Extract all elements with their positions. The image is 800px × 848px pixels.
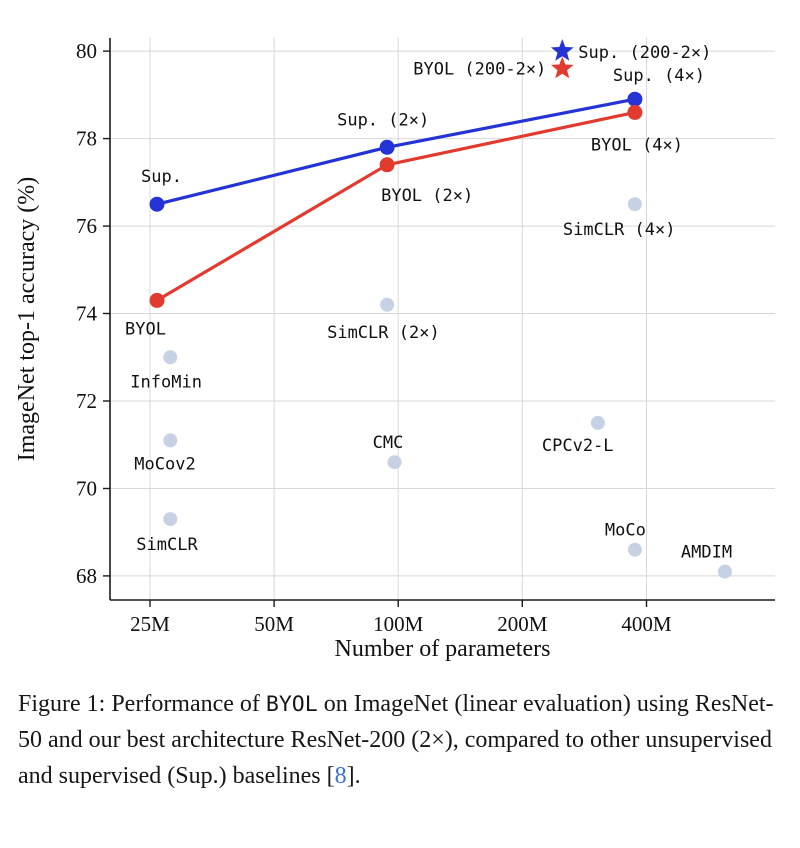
label-mocov2: MoCov2 (134, 454, 195, 474)
label-sup-200-2: Sup. (200-2×) (578, 43, 711, 63)
star-sup-200-2 (550, 39, 574, 61)
citation-bracket-open: [ (326, 763, 335, 789)
label-infomin: InfoMin (130, 372, 202, 392)
label-byol-4: BYOL (4×) (591, 135, 683, 155)
point-simclr (163, 512, 178, 527)
label-simclr: SimCLR (136, 535, 198, 555)
label-simclr-4: SimCLR (4×) (563, 220, 676, 240)
figure-page: 25M 50M 100M 200M 400M 68 70 72 74 76 78 80 InfoMin M… (14, 38, 782, 794)
y-tick-label-78: 78 (76, 127, 97, 151)
label-moco: MoCo (605, 521, 646, 541)
x-tick-label-100m: 100M (373, 612, 424, 636)
byol-performance-chart: 25M 50M 100M 200M 400M 68 70 72 74 76 78 80 InfoMin M… (14, 38, 775, 662)
y-tick-label-72: 72 (76, 389, 97, 413)
caption-period: . (354, 763, 361, 789)
point-sup (149, 196, 165, 212)
x-tick-label-50m: 50M (254, 612, 294, 636)
x-tick-label-25m: 25M (130, 612, 170, 636)
citation-bracket-close: ] (346, 763, 355, 789)
point-byol-4 (627, 104, 643, 120)
point-moco (627, 542, 642, 557)
point-amdim (717, 564, 732, 579)
point-sup-4 (627, 91, 643, 107)
point-byol-2 (379, 157, 395, 173)
label-byol-2: BYOL (2×) (381, 186, 473, 206)
point-cmc (387, 455, 402, 470)
label-cpcv2-l: CPCv2-L (542, 436, 614, 456)
point-infomin (163, 350, 178, 365)
y-tick-label-80: 80 (76, 39, 97, 63)
label-amdim: AMDIM (681, 543, 732, 563)
label-byol-200-2: BYOL (200-2×) (413, 60, 546, 80)
x-axis-label: Number of parameters (335, 636, 551, 662)
label-sup-4: Sup. (4×) (613, 66, 705, 86)
point-mocov2 (163, 433, 178, 448)
y-tick-label-70: 70 (76, 477, 97, 501)
point-cpcv2-l (590, 415, 605, 430)
caption-text-1: Figure 1: Performance of (18, 691, 266, 717)
x-tick-label-400m: 400M (621, 612, 672, 636)
label-simclr-2: SimCLR (2×) (327, 323, 440, 343)
chart-container: 25M 50M 100M 200M 400M 68 70 72 74 76 78 80 InfoMin M… (14, 38, 775, 662)
label-sup-2: Sup. (2×) (337, 110, 429, 130)
point-sup-2 (379, 139, 395, 155)
y-tick-label-68: 68 (76, 564, 97, 588)
label-sup: Sup. (141, 167, 182, 187)
y-tick-label-74: 74 (76, 302, 98, 326)
point-byol (149, 292, 165, 308)
caption-text-2: on ImageNet (linear evaluation) using Re… (18, 691, 774, 789)
line-byol (155, 110, 637, 302)
star-byol-200-2 (550, 56, 574, 79)
figure-caption: Figure 1: Performance of BYOL on ImageNe… (18, 686, 782, 794)
y-tick-label-76: 76 (76, 214, 97, 238)
y-axis-label: ImageNet top-1 accuracy (%) (14, 177, 40, 462)
citation-link[interactable]: 8 (334, 763, 347, 789)
point-simclr-2 (380, 297, 395, 312)
point-simclr-4 (627, 197, 642, 212)
label-byol: BYOL (125, 319, 166, 339)
label-cmc: CMC (373, 433, 404, 453)
caption-code-byol: BYOL (265, 692, 318, 717)
x-tick-label-200m: 200M (497, 612, 548, 636)
